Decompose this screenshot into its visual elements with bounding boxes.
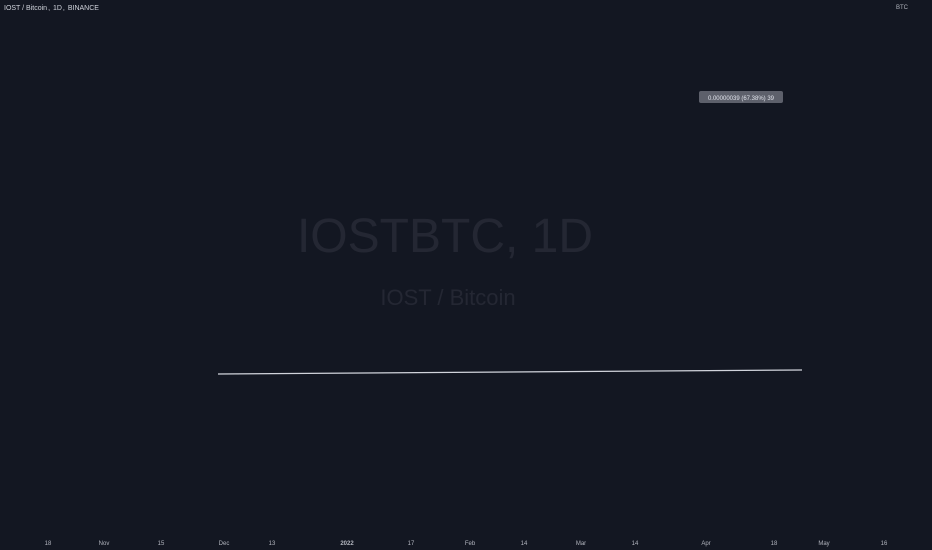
time-tick-label: 13: [269, 541, 276, 547]
time-tick-label: 18: [45, 541, 52, 547]
watermark-symbol: IOSTBTC, 1D: [297, 210, 593, 263]
time-tick-label: 16: [881, 541, 888, 547]
time-tick-label: 18: [771, 541, 778, 547]
price-axis-bg: [889, 0, 932, 550]
price-range-label: 0.00000039 (67.38%) 39: [708, 96, 775, 102]
time-tick-label: Feb: [465, 541, 476, 547]
support-trendline: [217, 369, 803, 375]
time-tick-label: Apr: [701, 541, 710, 547]
chart-title: IOST / Bitcoin, 1D, BINANCE: [4, 5, 99, 12]
time-tick-label: Nov: [99, 541, 110, 547]
time-tick-label: 14: [521, 541, 528, 547]
time-tick-label: 15: [158, 541, 165, 547]
interval-label: 1D: [52, 5, 62, 12]
time-tick-label: Mar: [576, 541, 586, 547]
watermark-name: IOST / Bitcoin: [380, 285, 515, 310]
time-tick-label: Dec: [219, 541, 230, 547]
time-tick-label: 14: [632, 541, 639, 547]
symbol-name: IOST / Bitcoin: [4, 5, 48, 12]
time-axis-bg: [0, 532, 932, 550]
time-tick-label: 2022: [340, 541, 354, 547]
time-tick-label: 17: [408, 541, 415, 547]
exchange-label: BINANCE: [67, 5, 99, 12]
price-range-label-bg: [699, 91, 783, 103]
axis-currency: BTC: [896, 5, 909, 11]
time-tick-label: May: [818, 541, 829, 547]
